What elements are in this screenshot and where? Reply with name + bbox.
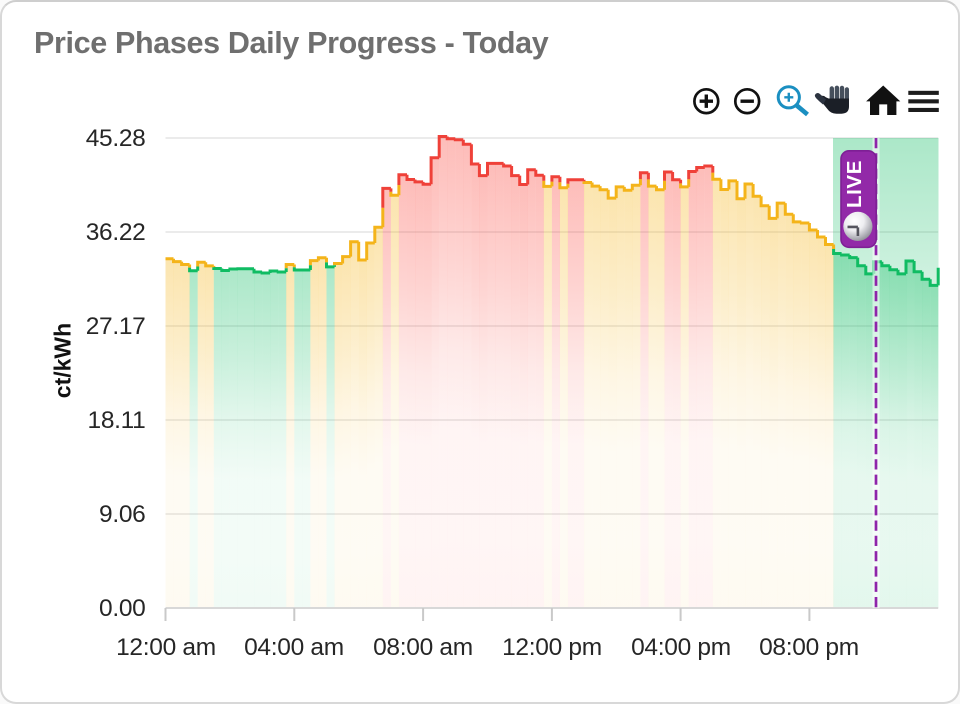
- svg-text:LIVE: LIVE: [843, 160, 866, 208]
